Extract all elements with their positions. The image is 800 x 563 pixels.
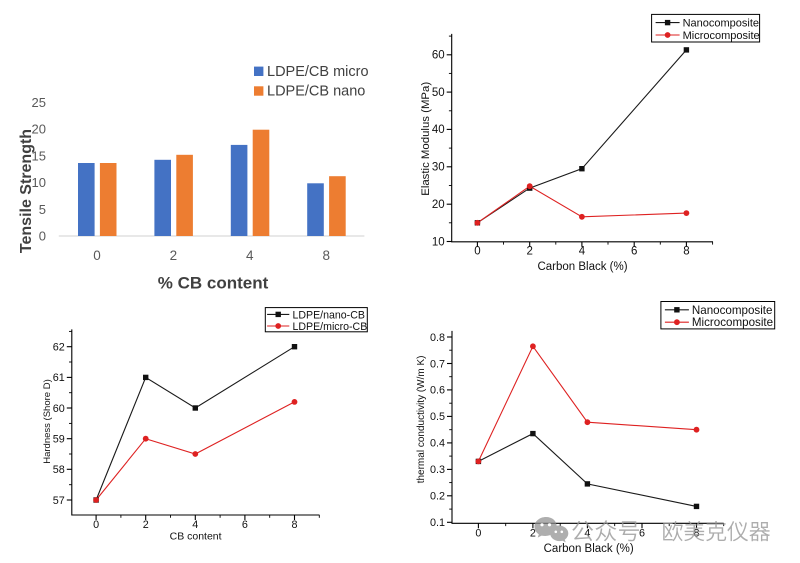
svg-text:20: 20	[32, 122, 46, 137]
svg-text:LDPE/CB micro: LDPE/CB micro	[267, 64, 369, 80]
svg-text:0.2: 0.2	[430, 491, 445, 503]
svg-text:Microcomposite: Microcomposite	[692, 316, 773, 329]
svg-text:4: 4	[579, 246, 586, 258]
svg-text:6: 6	[631, 246, 637, 258]
svg-text:thermal conductivity (W/m K): thermal conductivity (W/m K)	[416, 355, 427, 483]
svg-text:0.6: 0.6	[430, 385, 445, 397]
svg-text:50: 50	[432, 87, 445, 99]
svg-text:CB content: CB content	[170, 531, 222, 543]
svg-text:4: 4	[192, 519, 198, 531]
svg-text:0: 0	[93, 519, 99, 531]
svg-text:58: 58	[53, 464, 65, 476]
svg-text:8: 8	[693, 528, 699, 540]
svg-text:2: 2	[143, 519, 149, 531]
svg-text:Nanocomposite: Nanocomposite	[692, 304, 773, 317]
svg-text:57: 57	[53, 495, 65, 507]
svg-text:0: 0	[475, 528, 481, 540]
svg-text:Elastic Modulus (MPa): Elastic Modulus (MPa)	[420, 82, 432, 196]
svg-text:Carbon Black (%): Carbon Black (%)	[544, 543, 634, 555]
svg-text:10: 10	[432, 236, 445, 248]
svg-text:LDPE/micro-CB: LDPE/micro-CB	[293, 321, 368, 333]
svg-text:Hardness (Shore D): Hardness (Shore D)	[42, 379, 53, 463]
svg-text:2: 2	[526, 246, 532, 258]
svg-text:0.7: 0.7	[430, 358, 445, 370]
svg-text:Tensile Strength: Tensile Strength	[18, 129, 35, 253]
svg-text:6: 6	[639, 528, 645, 540]
svg-text:LDPE/nano-CB: LDPE/nano-CB	[293, 309, 365, 321]
svg-text:2: 2	[170, 248, 178, 263]
svg-text:0: 0	[93, 248, 101, 263]
svg-text:0.1: 0.1	[430, 517, 445, 529]
svg-text:% CB content: % CB content	[158, 273, 269, 292]
svg-text:8: 8	[683, 246, 689, 258]
svg-text:4: 4	[584, 528, 590, 540]
svg-text:LDPE/CB nano: LDPE/CB nano	[267, 84, 365, 100]
svg-text:20: 20	[432, 199, 445, 211]
svg-text:0.4: 0.4	[430, 438, 445, 450]
svg-text:Carbon Black (%): Carbon Black (%)	[537, 261, 627, 273]
svg-text:60: 60	[432, 50, 445, 62]
svg-text:59: 59	[53, 434, 65, 446]
svg-text:8: 8	[291, 519, 297, 531]
svg-text:60: 60	[53, 403, 65, 415]
svg-text:40: 40	[432, 124, 445, 136]
svg-text:Microcomposite: Microcomposite	[683, 30, 760, 42]
svg-text:15: 15	[32, 148, 46, 163]
svg-text:2: 2	[530, 528, 536, 540]
svg-text:0: 0	[474, 246, 480, 258]
svg-text:0.3: 0.3	[430, 464, 445, 476]
svg-text:4: 4	[246, 248, 254, 263]
svg-text:0.8: 0.8	[430, 332, 445, 344]
svg-text:10: 10	[32, 175, 46, 190]
svg-text:30: 30	[432, 162, 445, 174]
svg-text:61: 61	[53, 372, 65, 384]
svg-text:5: 5	[39, 202, 46, 217]
svg-text:0: 0	[39, 229, 46, 244]
svg-text:62: 62	[53, 342, 65, 354]
svg-text:6: 6	[242, 519, 248, 531]
svg-text:0.5: 0.5	[430, 411, 445, 423]
svg-text:8: 8	[322, 248, 330, 263]
svg-text:Nanocomposite: Nanocomposite	[683, 18, 759, 30]
svg-text:25: 25	[32, 95, 46, 110]
